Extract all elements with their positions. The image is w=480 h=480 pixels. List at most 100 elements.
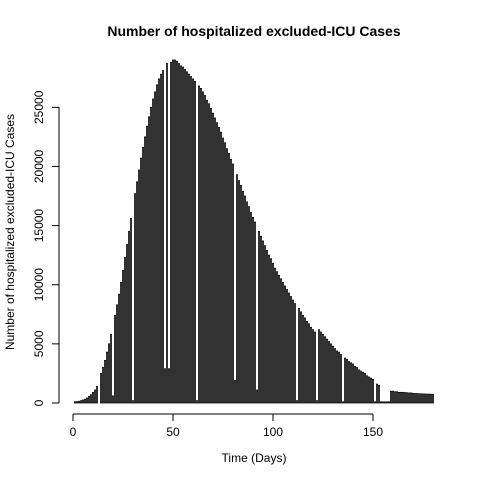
- bar: [246, 201, 248, 404]
- bar: [280, 278, 282, 404]
- x-tick-label: 50: [166, 425, 180, 439]
- bar: [172, 59, 174, 404]
- bar: [160, 73, 162, 404]
- bar: [400, 391, 402, 404]
- bar: [260, 235, 262, 404]
- bar: [328, 341, 330, 404]
- bar: [298, 307, 300, 404]
- bar: [96, 386, 98, 404]
- bar: [390, 390, 392, 404]
- chart-title: Number of hospitalized excluded-ICU Case…: [107, 23, 400, 39]
- bar: [230, 158, 232, 404]
- bars-group: [74, 59, 434, 404]
- bar: [354, 365, 356, 404]
- bar: [108, 343, 110, 404]
- bar: [112, 395, 114, 404]
- x-axis-label: Time (Days): [222, 451, 287, 465]
- y-tick-label: 5000: [32, 330, 46, 357]
- bar: [270, 258, 272, 404]
- bar: [372, 378, 374, 404]
- bar: [90, 394, 92, 404]
- bar: [278, 274, 280, 404]
- bar: [320, 331, 322, 404]
- bar: [322, 333, 324, 404]
- bar: [248, 206, 250, 404]
- y-ticks-group: 0 5000 10000 15000 20000 25000: [32, 90, 59, 406]
- bar: [360, 370, 362, 404]
- bar: [102, 367, 104, 404]
- bar: [166, 63, 168, 404]
- bar: [206, 99, 208, 404]
- bar: [392, 390, 394, 404]
- bar: [124, 257, 126, 404]
- bar: [208, 103, 210, 404]
- bar: [144, 136, 146, 404]
- bar: [254, 221, 256, 404]
- bar: [268, 254, 270, 404]
- bar: [242, 190, 244, 404]
- x-tick-label: 100: [263, 425, 283, 439]
- bar: [386, 401, 388, 404]
- bar: [252, 216, 254, 404]
- bar: [94, 389, 96, 404]
- bar: [194, 80, 196, 404]
- x-tick-label: 0: [70, 425, 77, 439]
- bar: [310, 326, 312, 404]
- bar: [100, 373, 102, 404]
- bar: [284, 285, 286, 404]
- bar: [78, 400, 80, 404]
- bar: [334, 348, 336, 404]
- bar: [276, 271, 278, 404]
- bar: [286, 289, 288, 404]
- bar: [300, 311, 302, 404]
- bar: [406, 392, 408, 404]
- bar: [262, 240, 264, 404]
- bar: [86, 397, 88, 404]
- bar: [348, 361, 350, 404]
- bar: [384, 401, 386, 404]
- bar: [154, 91, 156, 404]
- bar: [376, 383, 378, 404]
- bar: [164, 368, 166, 404]
- bar: [168, 368, 170, 404]
- y-tick-label: 15000: [32, 209, 46, 243]
- bar: [114, 315, 116, 404]
- bar: [120, 281, 122, 404]
- bar: [314, 331, 316, 404]
- bar: [402, 391, 404, 404]
- bar: [136, 181, 138, 404]
- bar: [80, 400, 82, 404]
- bar: [358, 369, 360, 404]
- bar: [282, 281, 284, 404]
- bar: [416, 393, 418, 404]
- bar: [318, 329, 320, 404]
- bar: [130, 218, 132, 404]
- bar: [410, 392, 412, 404]
- bar: [256, 389, 258, 404]
- bar: [418, 393, 420, 404]
- bar: [364, 373, 366, 404]
- bar: [362, 371, 364, 404]
- bar: [428, 393, 430, 404]
- bar: [106, 351, 108, 404]
- bar: [344, 357, 346, 404]
- bar: [316, 400, 318, 404]
- bar: [178, 63, 180, 404]
- bar: [212, 112, 214, 404]
- y-axis-label: Number of hospitalized excluded-ICU Case…: [3, 114, 17, 350]
- bar: [118, 293, 120, 404]
- bar: [134, 193, 136, 404]
- bar: [312, 329, 314, 404]
- bar: [200, 87, 202, 404]
- bar: [190, 76, 192, 404]
- bar: [116, 304, 118, 404]
- bar: [250, 212, 252, 404]
- y-tick-label: 25000: [32, 90, 46, 124]
- bar: [426, 393, 428, 404]
- bar: [238, 180, 240, 404]
- y-tick-label: 20000: [32, 149, 46, 183]
- bar: [350, 362, 352, 404]
- bar: [394, 391, 396, 404]
- x-ticks-group: 0 50 100 150: [70, 414, 383, 439]
- bar: [88, 396, 90, 404]
